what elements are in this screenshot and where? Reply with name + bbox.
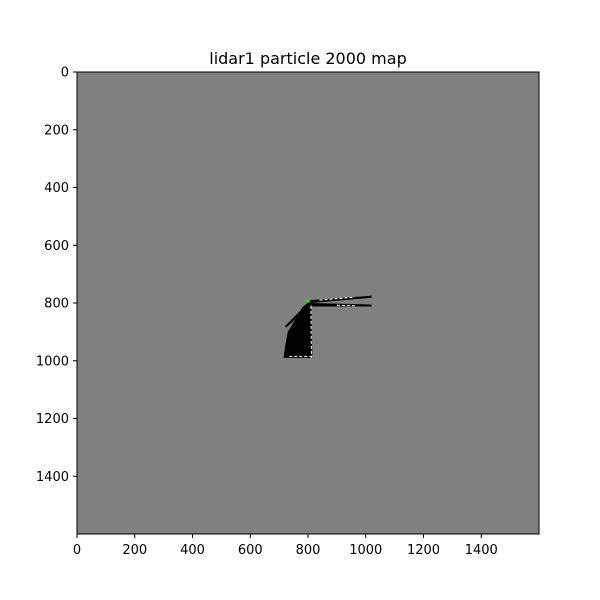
x-tick-label: 200 — [122, 543, 147, 558]
right-beam-wall — [336, 304, 358, 307]
y-tick-label: 0 — [61, 66, 69, 81]
mapped-regions — [283, 295, 372, 358]
y-tick-label: 200 — [44, 123, 69, 138]
chart-title: lidar1 particle 2000 map — [209, 49, 406, 68]
y-tick-label: 1000 — [36, 354, 69, 369]
x-tick-label: 1200 — [407, 543, 440, 558]
x-axis: 0 200 400 600 800 1000 1200 1400 — [73, 534, 498, 558]
robot-layer — [306, 299, 310, 303]
beam-right — [311, 303, 372, 307]
x-tick-label: 1000 — [349, 543, 382, 558]
x-tick-label: 0 — [73, 543, 81, 558]
beam-left — [284, 303, 310, 328]
y-axis: 0 200 400 600 800 1000 1200 1400 — [36, 66, 77, 485]
y-tick-label: 1200 — [36, 412, 69, 427]
x-tick-label: 1400 — [465, 543, 498, 558]
beam-upper-right — [309, 295, 372, 303]
occupied-walls — [289, 296, 358, 358]
free-space-fan — [283, 301, 313, 358]
upper-right-wall — [319, 296, 355, 301]
x-tick-label: 600 — [238, 543, 263, 558]
x-tick-label: 800 — [296, 543, 321, 558]
y-tick-label: 600 — [44, 239, 69, 254]
y-tick-label: 1400 — [36, 470, 69, 485]
robot-position — [306, 299, 310, 303]
y-tick-label: 800 — [44, 297, 69, 312]
y-tick-label: 400 — [44, 181, 69, 196]
right-wall — [310, 305, 312, 358]
x-tick-label: 400 — [180, 543, 205, 558]
